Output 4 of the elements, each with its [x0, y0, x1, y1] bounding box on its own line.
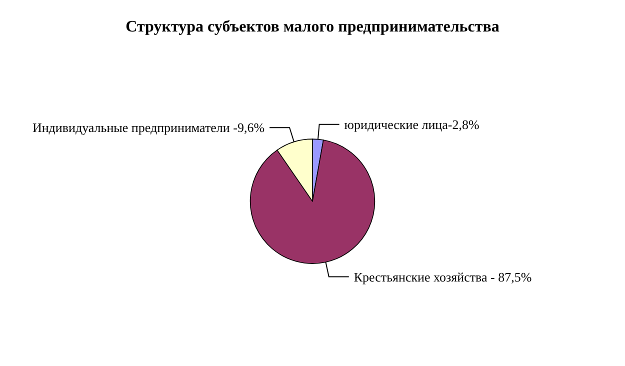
slice-label: Крестьянские хозяйства - 87,5%	[354, 269, 532, 284]
slice-label: юридические лица-2,8%	[344, 116, 480, 132]
chart-title: Структура субъектов малого предпринимательства	[126, 18, 500, 36]
slice-label: Индивидуальные предприниматели -9,6%	[32, 120, 265, 136]
